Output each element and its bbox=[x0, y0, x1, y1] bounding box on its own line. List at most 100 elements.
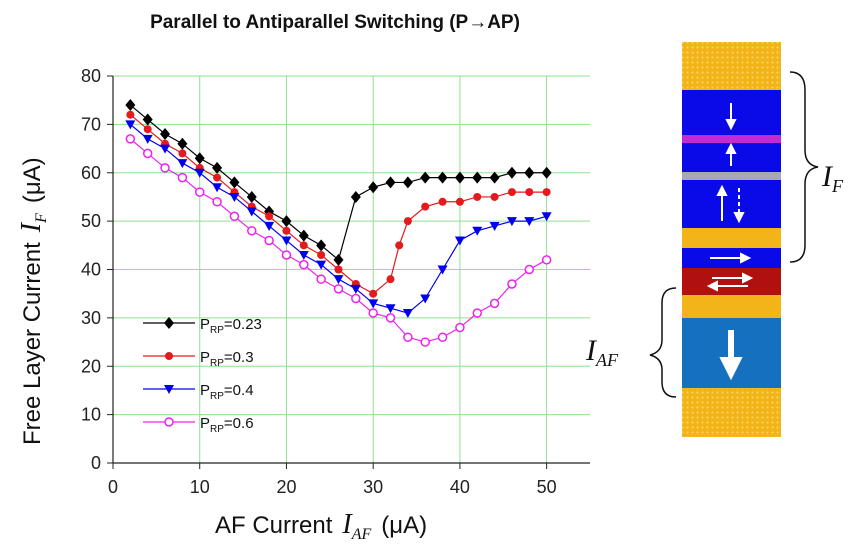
marker bbox=[403, 217, 412, 226]
layer bbox=[682, 42, 781, 90]
legend-label: PRP=0.4 bbox=[200, 382, 254, 402]
label-part: I bbox=[341, 509, 353, 540]
marker bbox=[247, 226, 257, 236]
layer bbox=[682, 135, 781, 143]
x-tick-label: 40 bbox=[450, 477, 470, 497]
marker bbox=[395, 241, 404, 250]
marker bbox=[351, 293, 361, 304]
marker bbox=[333, 275, 344, 285]
y-tick-label: 80 bbox=[81, 66, 101, 86]
layer bbox=[682, 295, 781, 318]
label-symbol: I bbox=[585, 334, 598, 367]
y-tick-label: 40 bbox=[81, 260, 101, 280]
marker bbox=[264, 235, 274, 246]
marker bbox=[420, 337, 430, 347]
marker bbox=[265, 212, 274, 221]
legend-text: RP bbox=[210, 325, 224, 336]
marker bbox=[489, 171, 500, 184]
legend-text: =0.6 bbox=[224, 415, 254, 432]
marker bbox=[194, 187, 205, 197]
marker bbox=[402, 309, 413, 319]
marker bbox=[281, 215, 292, 228]
marker bbox=[507, 279, 517, 289]
marker bbox=[333, 284, 344, 294]
marker bbox=[212, 161, 223, 174]
legend-label: PRP=0.6 bbox=[200, 415, 254, 435]
marker bbox=[524, 217, 535, 227]
marker bbox=[386, 275, 395, 284]
marker bbox=[125, 120, 136, 130]
marker bbox=[385, 304, 396, 314]
marker bbox=[368, 181, 379, 194]
marker bbox=[246, 207, 257, 217]
marker bbox=[316, 274, 326, 284]
x-axis-label: AF Current IAF (μA) bbox=[215, 509, 427, 543]
marker bbox=[333, 253, 344, 266]
marker bbox=[317, 250, 326, 259]
marker bbox=[403, 332, 413, 342]
marker bbox=[246, 190, 257, 203]
marker bbox=[524, 264, 535, 275]
marker bbox=[229, 211, 240, 222]
marker bbox=[489, 221, 500, 231]
legend-marker bbox=[164, 417, 174, 427]
label-symbol: I bbox=[821, 160, 834, 193]
marker bbox=[541, 255, 552, 265]
legend-text: P bbox=[200, 415, 210, 432]
marker bbox=[282, 226, 291, 235]
marker bbox=[212, 183, 223, 193]
marker bbox=[506, 217, 517, 227]
marker bbox=[142, 113, 153, 126]
diagram-label: IAF bbox=[585, 334, 619, 370]
marker bbox=[194, 168, 205, 178]
marker bbox=[350, 284, 361, 294]
x-tick-label: 10 bbox=[190, 477, 210, 497]
marker bbox=[177, 137, 188, 150]
marker bbox=[126, 110, 135, 119]
brace bbox=[789, 71, 819, 263]
marker bbox=[420, 171, 431, 184]
layer-stack: IF IAF bbox=[585, 42, 844, 437]
marker bbox=[454, 171, 465, 184]
label-part: I bbox=[16, 221, 47, 233]
marker bbox=[542, 188, 551, 197]
label-subscript: AF bbox=[595, 350, 619, 370]
marker bbox=[385, 176, 396, 189]
marker bbox=[142, 148, 153, 159]
marker bbox=[281, 236, 292, 246]
marker bbox=[369, 289, 378, 298]
label-part: AF Current bbox=[215, 512, 333, 539]
x-tick-label: 20 bbox=[276, 477, 296, 497]
marker bbox=[213, 173, 222, 182]
chart-title: Parallel to Antiparallel Switching (P→AP… bbox=[150, 12, 520, 33]
marker bbox=[437, 265, 448, 275]
marker bbox=[142, 134, 153, 144]
legend-text: =0.3 bbox=[224, 349, 254, 366]
legend-marker bbox=[165, 352, 173, 360]
marker bbox=[368, 308, 378, 318]
marker bbox=[194, 152, 205, 165]
label-part: (μA) bbox=[19, 157, 46, 203]
legend-marker bbox=[164, 317, 174, 329]
marker bbox=[178, 149, 187, 158]
y-tick-label: 0 bbox=[91, 453, 101, 473]
legend-marker bbox=[164, 385, 174, 394]
marker bbox=[524, 166, 535, 179]
marker bbox=[455, 197, 464, 206]
marker bbox=[160, 144, 171, 154]
marker bbox=[506, 166, 517, 179]
marker bbox=[281, 250, 292, 260]
layer bbox=[682, 228, 781, 248]
marker bbox=[507, 188, 516, 197]
y-tick-label: 60 bbox=[81, 163, 101, 183]
marker bbox=[299, 259, 309, 270]
marker bbox=[490, 192, 499, 201]
marker bbox=[541, 212, 552, 222]
marker bbox=[420, 294, 431, 304]
marker bbox=[160, 128, 171, 141]
marker bbox=[177, 172, 188, 183]
label-subscript: F bbox=[831, 176, 844, 196]
diagram-label: IF bbox=[821, 160, 844, 196]
